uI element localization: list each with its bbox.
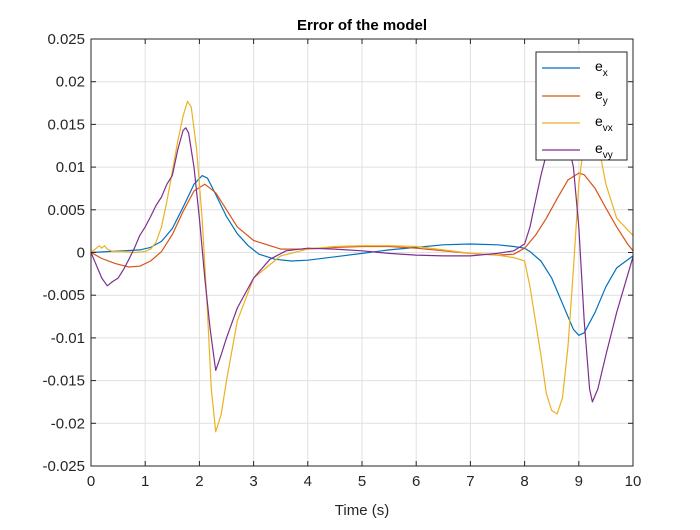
x-tick-label: 10 xyxy=(625,473,642,490)
y-tick-label: 0.015 xyxy=(47,116,85,133)
y-tick-label: -0.025 xyxy=(42,458,85,475)
y-tick-label: -0.005 xyxy=(42,287,85,304)
x-tick-label: 6 xyxy=(412,473,420,490)
x-tick-label: 7 xyxy=(466,473,474,490)
y-tick-label: 0.025 xyxy=(47,31,85,48)
y-tick-label: 0.01 xyxy=(56,159,85,176)
x-tick-label: 9 xyxy=(575,473,583,490)
chart-title: Error of the model xyxy=(297,17,427,34)
y-tick-label: 0 xyxy=(77,245,85,262)
y-tick-label: -0.02 xyxy=(51,415,85,432)
y-tick-label: 0.005 xyxy=(47,202,85,219)
x-tick-label: 8 xyxy=(520,473,528,490)
x-tick-label: 3 xyxy=(249,473,257,490)
x-tick-label: 4 xyxy=(304,473,312,490)
x-tick-label: 1 xyxy=(141,473,149,490)
y-tick-label: 0.02 xyxy=(56,74,85,91)
x-tick-label: 5 xyxy=(358,473,366,490)
x-tick-label: 0 xyxy=(87,473,95,490)
y-tick-label: -0.01 xyxy=(51,330,85,347)
x-axis-label: Time (s) xyxy=(335,502,389,519)
x-tick-label: 2 xyxy=(195,473,203,490)
y-tick-label: -0.015 xyxy=(42,373,85,390)
